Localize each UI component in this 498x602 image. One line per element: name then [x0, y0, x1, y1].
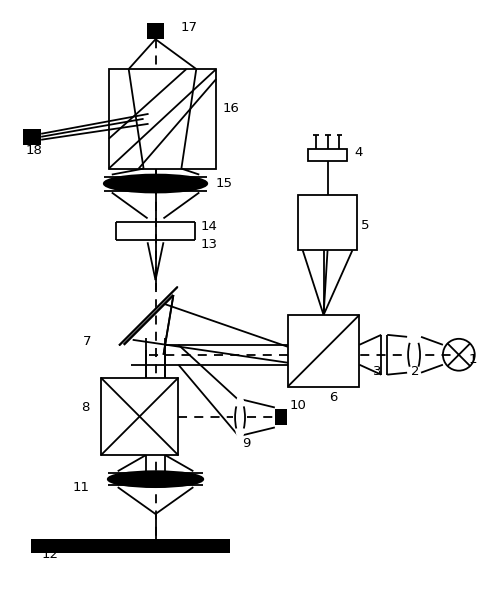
Text: 11: 11 — [73, 480, 90, 494]
Bar — [146, 23, 164, 39]
Text: 5: 5 — [362, 219, 370, 232]
Bar — [308, 149, 348, 161]
Ellipse shape — [235, 396, 245, 439]
Bar — [288, 315, 360, 386]
Text: 17: 17 — [180, 20, 197, 34]
Bar — [31, 539, 230, 553]
Bar — [298, 196, 358, 250]
Text: 8: 8 — [81, 401, 89, 414]
Text: 9: 9 — [242, 437, 250, 450]
Text: 6: 6 — [330, 391, 338, 404]
Text: 18: 18 — [25, 144, 42, 157]
Text: 15: 15 — [215, 177, 232, 190]
Text: 7: 7 — [83, 335, 92, 349]
Text: 3: 3 — [374, 365, 382, 378]
Text: 1: 1 — [469, 353, 477, 366]
Text: 16: 16 — [222, 102, 239, 116]
Text: 14: 14 — [200, 220, 217, 233]
Text: 13: 13 — [200, 238, 217, 251]
Text: 2: 2 — [411, 365, 420, 378]
Bar — [23, 129, 41, 144]
Ellipse shape — [104, 175, 207, 193]
Bar — [109, 69, 216, 169]
Text: 10: 10 — [290, 399, 307, 412]
Ellipse shape — [408, 333, 420, 377]
Polygon shape — [120, 287, 177, 345]
Text: 4: 4 — [355, 146, 363, 159]
Bar — [101, 377, 178, 455]
Ellipse shape — [108, 471, 203, 487]
Text: 12: 12 — [41, 548, 58, 561]
Bar — [275, 409, 287, 426]
